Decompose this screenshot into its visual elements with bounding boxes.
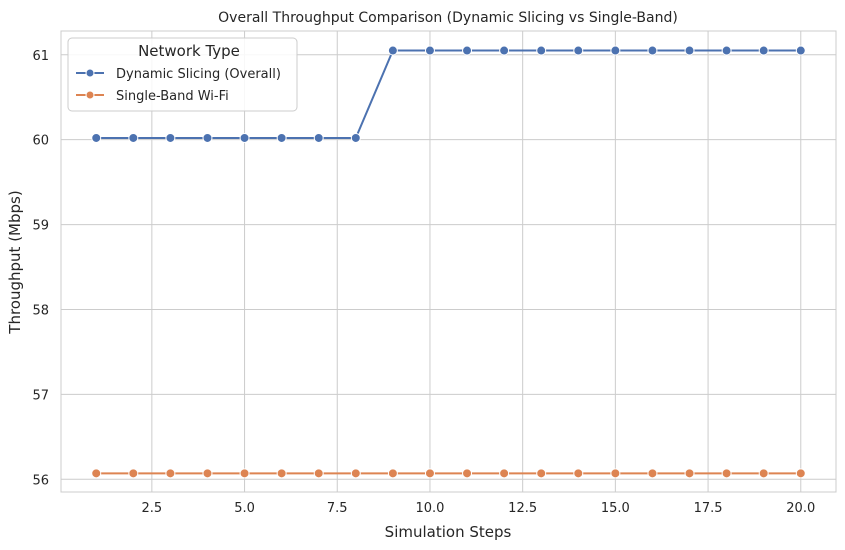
data-point [202,468,213,479]
y-tick-label: 58 [32,303,49,318]
data-point [684,468,695,479]
data-point [165,132,176,143]
data-point [758,45,769,56]
data-point [795,45,806,56]
data-point [462,468,473,479]
y-tick-label: 60 [32,134,49,149]
legend-items: Dynamic Slicing (Overall) Single-Band Wi-… [76,67,281,104]
data-point [276,132,287,143]
data-point [647,468,658,479]
series-layer [91,45,806,479]
legend-item: Dynamic Slicing (Overall) [76,67,281,82]
legend-item: Single-Band Wi-Fi [76,89,229,104]
plot-area [60,30,837,493]
data-point [91,468,102,479]
data-point [239,468,250,479]
data-point [276,468,287,479]
chart-title: Overall Throughput Comparison (Dynamic S… [218,10,678,26]
x-tick-label: 15.0 [601,501,630,516]
legend-marker [85,68,95,78]
data-point [202,132,213,143]
data-point [350,132,361,143]
series-1 [91,45,806,143]
data-point [795,468,806,479]
data-point [165,468,176,479]
data-point [239,132,250,143]
data-point [573,468,584,479]
data-point [462,45,473,56]
grid [61,31,836,492]
x-tick-label: 5.0 [234,501,255,516]
legend-label: Single-Band Wi-Fi [116,89,229,104]
data-point [536,468,547,479]
data-point [573,45,584,56]
legend-title: Network Type [138,42,240,60]
legend-box [67,37,298,112]
data-point [758,468,769,479]
x-tick-label: 7.5 [327,501,348,516]
y-tick-label: 56 [32,473,49,488]
x-tick-label: 10.0 [415,501,444,516]
legend-label: Dynamic Slicing (Overall) [116,67,281,82]
data-point [91,132,102,143]
data-point [128,132,139,143]
data-point [424,468,435,479]
x-tick-label: 2.5 [142,501,163,516]
data-point [499,45,510,56]
series-line [96,49,801,139]
x-tick-label: 12.5 [508,501,537,516]
data-point [684,45,695,56]
data-point [610,468,621,479]
data-point [313,132,324,143]
data-point [313,468,324,479]
legend: Network Type Dynamic Slicing (Overall) Si… [67,37,298,112]
x-tick-label: 17.5 [694,501,723,516]
data-point [128,468,139,479]
legend-marker [85,90,95,100]
data-point [350,468,361,479]
data-point [499,468,510,479]
y-axis-label: Throughput (Mbps) [6,190,24,334]
y-tick-label: 57 [32,388,49,403]
data-point [387,468,398,479]
data-point [387,45,398,56]
data-point [424,45,435,56]
y-tick-label: 61 [32,49,49,64]
data-point [647,45,658,56]
x-axis-label: Simulation Steps [385,523,512,541]
tick-labels: 2.5 5.0 7.5 10.0 12.5 15.0 17.5 20.0 56 57 58 59 60 6… [32,49,815,516]
data-point [610,45,621,56]
data-point [721,468,732,479]
y-tick-label: 59 [32,219,49,234]
data-point [721,45,732,56]
x-tick-label: 20.0 [786,501,815,516]
series-2 [91,468,806,479]
data-point [536,45,547,56]
